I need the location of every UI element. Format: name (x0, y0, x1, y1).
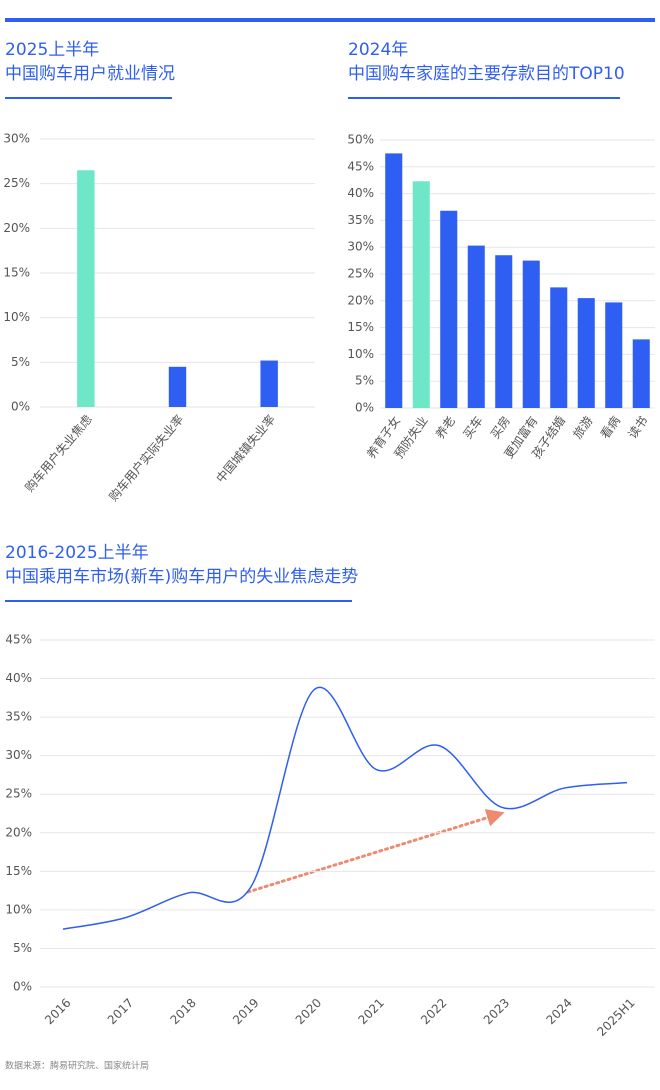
chart-title: 2024年 (348, 40, 408, 60)
y-tick-label: 15% (347, 320, 374, 334)
x-tick-label: 2016 (42, 996, 73, 1027)
bar (632, 339, 650, 408)
chart-subtitle: 中国购车家庭的主要存款目的TOP10 (348, 64, 625, 84)
y-tick-label: 25% (5, 787, 32, 801)
y-tick-label: 5% (13, 941, 32, 955)
x-tick-label: 2020 (293, 996, 324, 1027)
chart-title: 2025上半年 (5, 40, 99, 60)
y-tick-label: 45% (347, 159, 374, 173)
y-tick-label: 10% (5, 902, 32, 916)
chart-title: 2016-2025上半年 (5, 543, 149, 563)
bar (550, 287, 568, 408)
x-tick-label: 看病 (597, 413, 623, 441)
y-tick-label: 5% (11, 355, 30, 369)
x-tick-label: 中国城镇失业率 (213, 412, 278, 486)
bar (440, 210, 458, 408)
y-tick-label: 0% (355, 401, 374, 415)
x-tick-label: 2022 (418, 996, 449, 1027)
x-tick-label: 养老 (432, 413, 458, 441)
bar (385, 153, 403, 408)
y-tick-label: 10% (347, 347, 374, 361)
x-tick-label: 购车用户实际失业率 (106, 412, 187, 504)
bar (168, 366, 187, 407)
y-tick-label: 30% (3, 132, 30, 146)
x-tick-label: 旅游 (570, 414, 595, 442)
bar (522, 260, 540, 408)
y-tick-label: 10% (3, 310, 30, 324)
y-tick-label: 20% (3, 221, 30, 235)
x-tick-label: 2023 (481, 996, 512, 1027)
chart-subtitle: 中国乘用车市场(新车)购车用户的失业焦虑走势 (5, 567, 358, 587)
x-tick-label: 购车用户失业焦虑 (22, 412, 95, 495)
y-tick-label: 15% (3, 266, 30, 280)
y-tick-label: 25% (3, 176, 30, 190)
y-tick-label: 30% (5, 748, 32, 762)
y-tick-label: 40% (5, 671, 32, 685)
line (62, 686, 628, 930)
y-tick-label: 0% (11, 400, 30, 414)
x-tick-label: 2021 (355, 996, 386, 1027)
bar (495, 255, 513, 408)
y-tick-label: 20% (5, 825, 32, 839)
x-tick-label: 2024 (543, 996, 574, 1027)
bar (260, 360, 278, 407)
y-tick-label: 20% (347, 293, 374, 307)
x-tick-label: 买车 (460, 413, 486, 441)
y-tick-label: 35% (347, 213, 374, 227)
source: 数据来源：腾易研究院、国家统计局 (5, 1060, 149, 1072)
x-tick-label: 2017 (105, 996, 136, 1027)
bar (412, 181, 430, 408)
chart-subtitle: 中国购车用户就业情况 (5, 64, 175, 84)
trend-arrow (246, 809, 505, 894)
y-tick-label: 25% (347, 267, 374, 281)
y-tick-label: 50% (347, 133, 374, 147)
x-tick-label: 买房 (487, 413, 513, 441)
x-tick-label: 2018 (167, 996, 198, 1027)
y-tick-label: 15% (5, 864, 32, 878)
y-tick-label: 5% (355, 374, 374, 388)
bar (605, 302, 623, 408)
y-tick-label: 35% (5, 710, 32, 724)
bar (467, 245, 485, 408)
x-tick-label: 2019 (230, 996, 261, 1027)
bar (577, 298, 595, 408)
top-bar (5, 18, 655, 22)
x-tick-label: 2025H1 (594, 996, 637, 1039)
bar (77, 170, 95, 407)
y-tick-label: 45% (5, 633, 32, 647)
y-tick-label: 30% (347, 240, 374, 254)
x-tick-label: 读书 (625, 414, 650, 442)
y-tick-label: 0% (13, 980, 32, 994)
y-tick-label: 40% (347, 186, 374, 200)
